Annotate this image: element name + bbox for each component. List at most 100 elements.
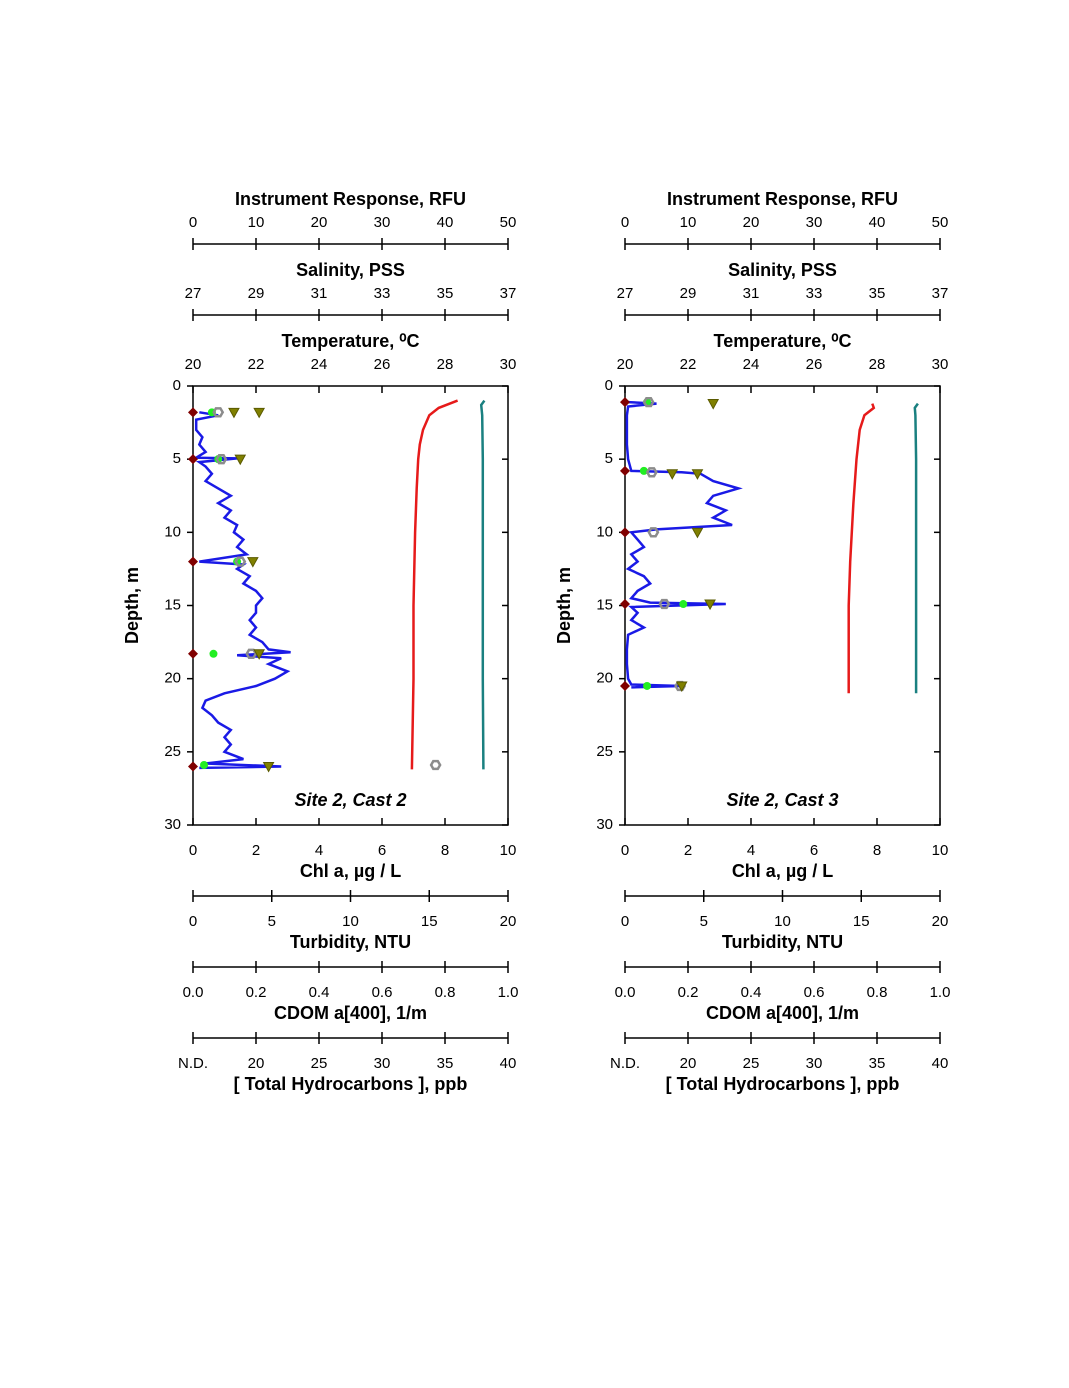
turbidity-point — [658, 598, 671, 610]
x-tick-label: N.D. — [178, 1055, 208, 1072]
hydrocarbon-point — [620, 599, 630, 610]
annotation: Site 2, Cast 3 — [726, 790, 838, 810]
turbidity-point — [642, 396, 655, 408]
x-tick-label: 20 — [185, 356, 202, 373]
y-tick-label: 20 — [596, 670, 613, 687]
x-tick-label: 15 — [853, 913, 870, 930]
y-tick-label: 0 — [605, 377, 613, 394]
y-tick-label: 20 — [164, 670, 181, 687]
x-tick-label: 37 — [932, 285, 949, 302]
x-tick-label: 31 — [311, 285, 328, 302]
profile-line — [913, 402, 919, 694]
x-tick-label: 35 — [437, 1055, 454, 1072]
x-tick-label: 25 — [311, 1055, 328, 1072]
hydrocarbon-point — [188, 454, 198, 465]
x-tick-label: 40 — [437, 214, 454, 231]
x-tick-label: 22 — [680, 356, 697, 373]
cdom-point — [228, 407, 240, 419]
x-tick-label: 6 — [378, 842, 386, 859]
cdom-point — [675, 681, 688, 693]
turbidity-point — [215, 454, 228, 465]
y-tick-label: 5 — [173, 450, 181, 467]
y-tick-label: 0 — [173, 377, 181, 394]
x-tick-label: 10 — [774, 913, 791, 930]
x-tick-label: 10 — [932, 842, 949, 859]
x-tick-label: 37 — [500, 285, 517, 302]
x-axis-title: Temperature, ⁰C — [714, 331, 852, 351]
x-tick-label: 0.6 — [804, 984, 825, 1001]
y-axis-label: Depth, m — [554, 567, 574, 644]
x-tick-label: 20 — [743, 214, 760, 231]
x-tick-label: 0 — [621, 214, 629, 231]
x-tick-label: 4 — [747, 842, 755, 859]
x-tick-label: 1.0 — [498, 984, 519, 1001]
turbidity-point — [212, 407, 225, 418]
x-tick-label: 26 — [806, 356, 823, 373]
x-tick-label: 20 — [311, 214, 328, 231]
x-tick-label: 10 — [680, 214, 697, 231]
x-tick-label: 0 — [189, 913, 197, 930]
chl-point — [679, 600, 688, 609]
x-tick-label: 29 — [680, 285, 697, 302]
x-tick-label: 1.0 — [930, 984, 951, 1001]
y-tick-label: 30 — [596, 816, 613, 833]
x-tick-label: 29 — [248, 285, 265, 302]
x-axis-title: [ Total Hydrocarbons ], ppb — [234, 1074, 468, 1094]
y-tick-label: 15 — [164, 596, 181, 613]
cdom-point — [704, 599, 716, 611]
profile-line — [191, 411, 291, 770]
x-tick-label: 6 — [810, 842, 818, 859]
x-axis-title: Chl a, µg / L — [300, 861, 401, 881]
profile-line — [479, 399, 486, 770]
cdom-point — [253, 407, 265, 419]
x-tick-label: 0.0 — [615, 984, 636, 1001]
hydrocarbon-point — [188, 761, 198, 772]
chl-point — [643, 681, 652, 690]
x-tick-label: 25 — [743, 1055, 760, 1072]
x-axis-title: Chl a, µg / L — [732, 861, 833, 881]
x-tick-label: 22 — [248, 356, 265, 373]
cdom-point — [666, 469, 679, 480]
x-tick-label: 24 — [743, 356, 760, 373]
x-tick-label: 0.4 — [309, 984, 330, 1001]
profile-line — [410, 399, 459, 770]
hydrocarbon-point — [188, 556, 198, 567]
x-tick-label: 0.8 — [435, 984, 456, 1001]
turbidity-point — [234, 556, 247, 567]
x-axis-title: Instrument Response, RFU — [235, 189, 466, 209]
annotation: Site 2, Cast 2 — [294, 790, 406, 810]
profile-line — [847, 403, 876, 694]
x-tick-label: 15 — [421, 913, 438, 930]
x-tick-label: 10 — [500, 842, 517, 859]
x-tick-label: 20 — [617, 356, 634, 373]
x-tick-label: 35 — [869, 285, 886, 302]
y-tick-label: 15 — [596, 596, 613, 613]
x-axis-title: Salinity, PSS — [296, 260, 405, 280]
x-tick-label: 2 — [252, 842, 260, 859]
y-tick-label: 25 — [596, 743, 613, 760]
x-tick-label: 40 — [500, 1055, 517, 1072]
x-tick-label: 20 — [500, 913, 517, 930]
profile-line — [625, 400, 743, 689]
turbidity-point — [245, 648, 258, 659]
x-axis-title: Instrument Response, RFU — [667, 189, 898, 209]
x-tick-label: 35 — [437, 285, 454, 302]
x-axis-title: CDOM a[400], 1/m — [706, 1003, 859, 1023]
turbidity-point — [647, 527, 660, 538]
y-tick-label: 5 — [605, 450, 613, 467]
x-tick-label: 0.8 — [867, 984, 888, 1001]
x-tick-label: N.D. — [610, 1055, 640, 1072]
x-tick-label: 20 — [248, 1055, 265, 1072]
hydrocarbon-point — [188, 407, 198, 418]
chl-point — [639, 466, 648, 475]
x-tick-label: 28 — [869, 356, 886, 373]
x-tick-label: 27 — [185, 285, 202, 302]
x-tick-label: 26 — [374, 356, 391, 373]
hydrocarbon-point — [620, 397, 630, 408]
y-tick-label: 10 — [596, 523, 613, 540]
cdom-point — [262, 761, 275, 773]
cdom-point — [247, 557, 259, 568]
x-axis-title: [ Total Hydrocarbons ], ppb — [666, 1074, 900, 1094]
